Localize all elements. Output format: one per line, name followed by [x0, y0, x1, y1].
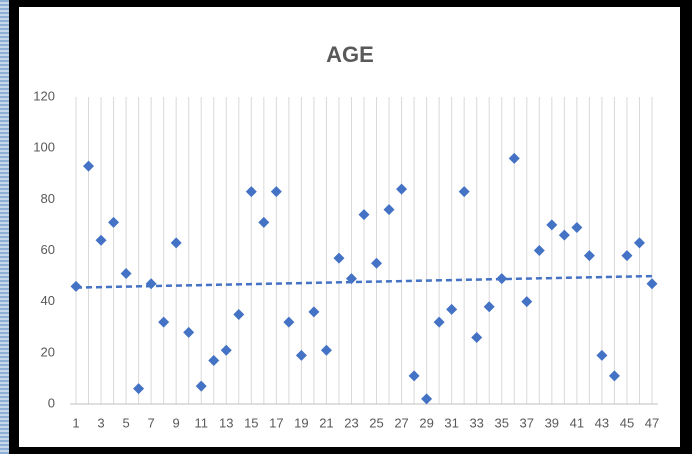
- x-tick-label: 7: [148, 415, 155, 430]
- marker: [458, 186, 470, 198]
- chart-area: [19, 7, 680, 447]
- marker: [233, 308, 245, 320]
- y-tick-label: 100: [33, 140, 55, 155]
- marker: [358, 209, 370, 221]
- marker: [345, 273, 357, 285]
- marker: [396, 183, 408, 195]
- x-tick-label: 23: [344, 415, 358, 430]
- y-tick-label: 40: [41, 293, 55, 308]
- marker: [208, 355, 220, 367]
- marker: [270, 186, 282, 198]
- marker: [408, 370, 420, 382]
- x-tick-label: 43: [595, 415, 609, 430]
- x-tick-label: 27: [394, 415, 408, 430]
- marker: [158, 316, 170, 328]
- marker: [333, 252, 345, 264]
- y-tick-label: 0: [48, 395, 55, 410]
- marker: [608, 370, 620, 382]
- x-tick-label: 13: [219, 415, 233, 430]
- x-tick-label: 3: [97, 415, 104, 430]
- marker: [508, 152, 520, 164]
- marker: [583, 250, 595, 262]
- marker: [446, 303, 458, 315]
- marker: [295, 349, 307, 361]
- marker: [558, 229, 570, 241]
- marker: [170, 237, 182, 249]
- marker: [496, 273, 508, 285]
- marker: [220, 344, 232, 356]
- y-tick-label: 20: [41, 344, 55, 359]
- marker: [70, 280, 82, 292]
- x-tick-label: 47: [645, 415, 659, 430]
- x-tick-label: 25: [369, 415, 383, 430]
- window-edge: [0, 0, 9, 454]
- x-tick-label: 17: [269, 415, 283, 430]
- x-tick-label: 31: [444, 415, 458, 430]
- marker: [546, 219, 558, 231]
- y-tick-label: 120: [33, 88, 55, 103]
- marker: [283, 316, 295, 328]
- marker: [108, 216, 120, 228]
- marker: [633, 237, 645, 249]
- x-tick-label: 33: [469, 415, 483, 430]
- x-tick-label: 19: [294, 415, 308, 430]
- x-tick-label: 11: [194, 415, 208, 430]
- x-tick-label: 5: [122, 415, 129, 430]
- marker: [308, 306, 320, 318]
- marker: [483, 301, 495, 313]
- marker: [120, 268, 132, 280]
- x-tick-label: 21: [319, 415, 333, 430]
- x-tick-label: 41: [570, 415, 584, 430]
- marker: [258, 216, 270, 228]
- marker: [95, 234, 107, 246]
- marker: [183, 326, 195, 338]
- marker: [471, 331, 483, 343]
- marker: [245, 186, 257, 198]
- marker: [596, 349, 608, 361]
- y-tick-label: 60: [41, 242, 55, 257]
- x-tick-label: 29: [419, 415, 433, 430]
- trendline: [75, 274, 653, 289]
- marker: [533, 245, 545, 256]
- marker: [621, 250, 633, 262]
- marker: [421, 393, 433, 405]
- chart-title: AGE: [326, 42, 374, 67]
- marker: [646, 278, 658, 290]
- marker: [145, 278, 157, 290]
- x-tick-label: 45: [620, 415, 634, 430]
- x-tick-label: 35: [495, 415, 509, 430]
- y-tick-label: 80: [41, 191, 55, 206]
- x-tick-label: 39: [545, 415, 559, 430]
- marker: [433, 316, 445, 328]
- x-tick-label: 15: [244, 415, 258, 430]
- marker: [521, 296, 533, 308]
- marker: [571, 221, 583, 233]
- marker: [83, 160, 95, 172]
- marker: [195, 380, 207, 392]
- marker: [133, 383, 145, 395]
- marker: [320, 344, 332, 356]
- marker: [383, 204, 395, 216]
- x-tick-label: 37: [520, 415, 534, 430]
- marker: [371, 257, 383, 269]
- x-tick-label: 9: [173, 415, 180, 430]
- x-tick-label: 1: [72, 415, 79, 430]
